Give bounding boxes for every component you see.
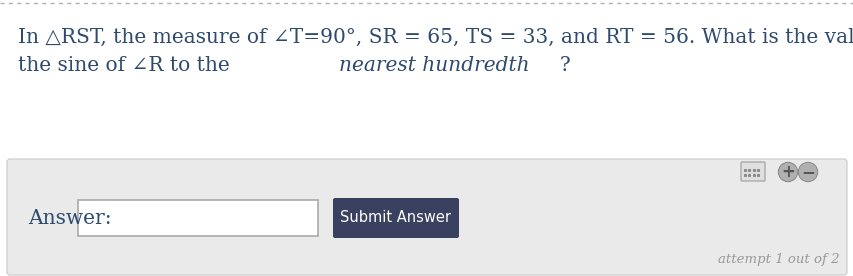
- Text: In △RST, the measure of ∠T=90°, SR = 65, TS = 33, and RT = 56. What is the value: In △RST, the measure of ∠T=90°, SR = 65,…: [18, 28, 853, 47]
- Circle shape: [798, 163, 816, 182]
- Circle shape: [779, 163, 796, 181]
- Text: Submit Answer: Submit Answer: [340, 211, 451, 225]
- Text: +: +: [780, 163, 794, 181]
- Bar: [78, 200, 317, 236]
- Text: ?: ?: [560, 56, 570, 75]
- Text: nearest hundredth: nearest hundredth: [339, 56, 529, 75]
- FancyBboxPatch shape: [7, 159, 846, 275]
- FancyBboxPatch shape: [740, 162, 764, 181]
- Circle shape: [778, 163, 797, 182]
- Circle shape: [798, 163, 815, 181]
- Text: Answer:: Answer:: [28, 208, 112, 227]
- Text: attempt 1 out of 2: attempt 1 out of 2: [717, 253, 839, 266]
- Text: −: −: [800, 163, 814, 181]
- Text: the sine of ∠R to the: the sine of ∠R to the: [18, 56, 235, 75]
- FancyBboxPatch shape: [333, 198, 458, 238]
